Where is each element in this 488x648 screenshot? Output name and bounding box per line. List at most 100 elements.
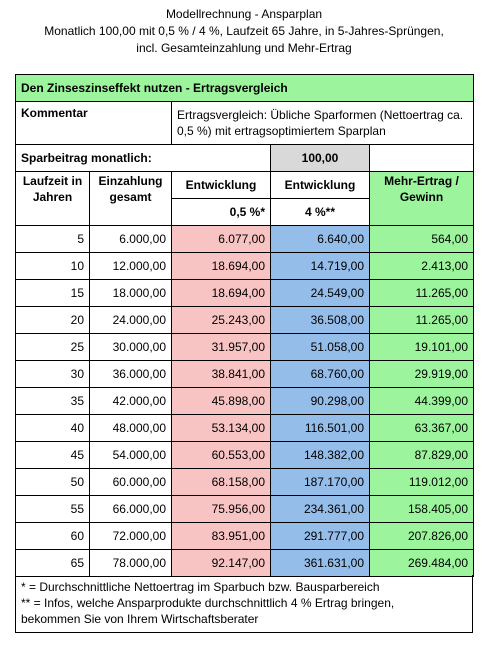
table-row: 20 24.000,00 25.243,00 36.508,00 11.265,00 — [15, 306, 475, 334]
table-cell: 90.298,00 — [270, 387, 370, 415]
table-cell: 291.777,00 — [270, 522, 370, 550]
table-cell: 60.000,00 — [89, 468, 172, 496]
column-header: Einzahlung gesamt — [89, 171, 172, 226]
table-cell: 45.898,00 — [171, 387, 271, 415]
table-cell: 54.000,00 — [89, 441, 172, 469]
title-line: Monatlich 100,00 mit 0,5 % / 4 %, Laufze… — [44, 24, 444, 38]
table-cell: 50 — [15, 468, 90, 496]
table-cell: 36.508,00 — [270, 306, 370, 334]
table-cell: 55 — [15, 495, 90, 523]
table-row: 10 12.000,00 18.694,00 14.719,00 2.413,00 — [15, 252, 475, 280]
table-cell: 53.134,00 — [171, 414, 271, 442]
title-line: Modellrechnung - Ansparplan — [165, 7, 323, 21]
table-cell: 19.101,00 — [368, 333, 475, 361]
table-row: 50 60.000,00 68.158,00 187.170,00 119.012,00 — [15, 468, 475, 496]
contribution-label: Sparbeitrag monatlich: — [15, 144, 271, 172]
column-header: Laufzeit in Jahren — [15, 171, 90, 226]
table-cell: 24.549,00 — [270, 279, 370, 307]
table-row: 60 72.000,00 83.951,00 291.777,00 207.826,00 — [15, 522, 475, 550]
table-cell: 116.501,00 — [270, 414, 370, 442]
table-cell: 60.553,00 — [171, 441, 271, 469]
table-cell: 38.841,00 — [171, 360, 271, 388]
table-cell: 92.147,00 — [171, 549, 271, 577]
table-cell: 6.000,00 — [89, 225, 172, 253]
table-cell: 564,00 — [368, 225, 475, 253]
table-cell: 158.405,00 — [368, 495, 475, 523]
table-cell: 5 — [15, 225, 90, 253]
table-cell: 10 — [15, 252, 90, 280]
table-cell: 30.000,00 — [89, 333, 172, 361]
table-cell: 60 — [15, 522, 90, 550]
table-row: 65 78.000,00 92.147,00 361.631,00 269.484,00 — [15, 549, 475, 577]
table-cell: 361.631,00 — [270, 549, 370, 577]
table-cell: 29.919,00 — [368, 360, 475, 388]
table-cell: 25 — [15, 333, 90, 361]
table-cell: 30 — [15, 360, 90, 388]
column-header: Entwicklung — [270, 171, 370, 199]
rate-header: 0,5 %* — [171, 198, 271, 226]
table-cell: 207.826,00 — [368, 522, 475, 550]
column-header: Mehr-Ertrag / Gewinn — [368, 171, 475, 226]
table: Den Zinseszinseffekt nutzen - Ertragsver… — [14, 74, 475, 577]
table-cell: 11.265,00 — [368, 279, 475, 307]
table-row: 30 36.000,00 38.841,00 68.760,00 29.919,00 — [15, 360, 475, 388]
table-row: 5 6.000,00 6.077,00 6.640,00 564,00 — [15, 225, 475, 253]
table-cell: 66.000,00 — [89, 495, 172, 523]
table-cell: 68.760,00 — [270, 360, 370, 388]
table-cell: 40 — [15, 414, 90, 442]
table-cell: 15 — [15, 279, 90, 307]
table-heading: Den Zinseszinseffekt nutzen - Ertragsver… — [14, 74, 475, 102]
table-cell: 25.243,00 — [171, 306, 271, 334]
table-cell: 78.000,00 — [89, 549, 172, 577]
table-cell: 24.000,00 — [89, 306, 172, 334]
table-cell: 35 — [15, 387, 90, 415]
empty-cell — [368, 144, 475, 172]
table-row: 55 66.000,00 75.956,00 234.361,00 158.405,00 — [15, 495, 475, 523]
title: Modellrechnung - Ansparplan Monatlich 10… — [0, 6, 488, 57]
table-cell: 31.957,00 — [171, 333, 271, 361]
table-cell: 119.012,00 — [368, 468, 475, 496]
table-cell: 63.367,00 — [368, 414, 475, 442]
table-cell: 11.265,00 — [368, 306, 475, 334]
table-cell: 44.399,00 — [368, 387, 475, 415]
table-cell: 51.058,00 — [270, 333, 370, 361]
column-header: Entwicklung — [171, 171, 271, 199]
contribution: 100,00 — [270, 144, 370, 172]
table-cell: 6.077,00 — [171, 225, 271, 253]
table-cell: 65 — [15, 549, 90, 577]
title-line: incl. Gesamteinzahlung und Mehr-Ertrag — [136, 41, 352, 55]
table-cell: 45 — [15, 441, 90, 469]
table-cell: 6.640,00 — [270, 225, 370, 253]
table-cell: 234.361,00 — [270, 495, 370, 523]
table-cell: 42.000,00 — [89, 387, 172, 415]
table-cell: 2.413,00 — [368, 252, 475, 280]
comment-label: Kommentar — [15, 101, 172, 145]
table-cell: 187.170,00 — [270, 468, 370, 496]
footnote: * = Durchschnittliche Nettoertrag im Spa… — [21, 580, 380, 594]
table-cell: 75.956,00 — [171, 495, 271, 523]
table-cell: 269.484,00 — [368, 549, 475, 577]
table-cell: 18.000,00 — [89, 279, 172, 307]
table-cell: 148.382,00 — [270, 441, 370, 469]
footnotes: * = Durchschnittliche Nettoertrag im Spa… — [15, 575, 473, 633]
table-cell: 18.694,00 — [171, 252, 271, 280]
table-cell: 83.951,00 — [171, 522, 271, 550]
table-cell: 20 — [15, 306, 90, 334]
table-cell: 87.829,00 — [368, 441, 475, 469]
table-row: 15 18.000,00 18.694,00 24.549,00 11.265,00 — [15, 279, 475, 307]
rate-header: 4 %** — [270, 198, 370, 226]
table-row: 45 54.000,00 60.553,00 148.382,00 87.829,00 — [15, 441, 475, 469]
table-cell: 48.000,00 — [89, 414, 172, 442]
table-cell: 18.694,00 — [171, 279, 271, 307]
table-cell: 12.000,00 — [89, 252, 172, 280]
footnote: ** = Infos, welche Ansparprodukte durchs… — [21, 596, 395, 610]
table-cell: 14.719,00 — [270, 252, 370, 280]
table-row: 40 48.000,00 53.134,00 116.501,00 63.367,00 — [15, 414, 475, 442]
table-cell: 72.000,00 — [89, 522, 172, 550]
footnote: bekommen Sie von Ihrem Wirtschaftsberate… — [21, 612, 259, 626]
table-cell: 36.000,00 — [89, 360, 172, 388]
table-cell: 68.158,00 — [171, 468, 271, 496]
table-row: 25 30.000,00 31.957,00 51.058,00 19.101,00 — [15, 333, 475, 361]
table-row: 35 42.000,00 45.898,00 90.298,00 44.399,00 — [15, 387, 475, 415]
